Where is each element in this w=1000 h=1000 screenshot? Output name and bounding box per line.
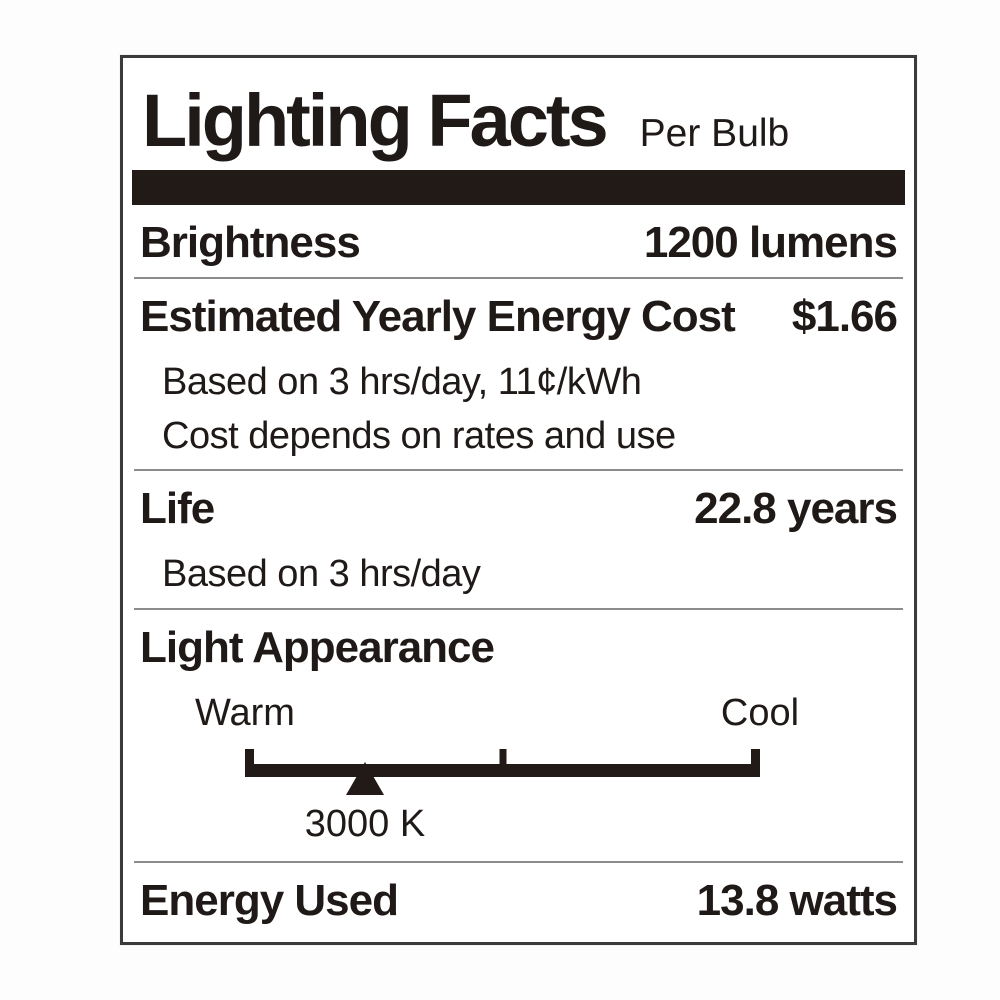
scale-right-cap	[751, 748, 760, 777]
scale-bar: 3000 K	[245, 748, 760, 845]
title-divider-bar	[132, 169, 905, 205]
color-temperature-scale: Warm Cool 3000 K	[195, 691, 799, 851]
section-divider	[134, 469, 903, 472]
scale-center-tick	[499, 748, 506, 767]
scale-marker-triangle-icon	[345, 761, 384, 795]
scale-marker-value: 3000 K	[304, 802, 426, 845]
brightness-value: 1200 lumens	[643, 217, 898, 267]
section-divider	[134, 607, 903, 610]
energy-used-label: Energy Used	[140, 875, 399, 925]
energy-cost-note-rates: Cost depends on rates and use	[162, 414, 676, 457]
label-header: Lighting Facts Per Bulb	[142, 82, 897, 160]
life-label: Life	[140, 484, 215, 534]
section-divider	[134, 277, 903, 280]
energy-cost-row: Estimated Yearly Energy Cost $1.66	[140, 279, 898, 352]
scale-end-labels: Warm Cool	[195, 691, 799, 737]
life-note-basis: Based on 3 hrs/day	[162, 553, 481, 596]
life-row: Life 22.8 years	[140, 471, 898, 544]
life-section: Life 22.8 years Based on 3 hrs/day	[140, 471, 898, 607]
brightness-row: Brightness 1200 lumens	[140, 205, 898, 278]
cool-label: Cool	[720, 691, 800, 734]
section-divider	[134, 860, 903, 863]
brightness-label: Brightness	[140, 217, 361, 267]
warm-label: Warm	[195, 691, 295, 734]
label-title: Lighting Facts	[142, 79, 609, 162]
energy-cost-section: Estimated Yearly Energy Cost $1.66 Based…	[140, 279, 898, 469]
life-value: 22.8 years	[694, 484, 898, 534]
energy-used-row: Energy Used 13.8 watts	[140, 863, 898, 936]
light-appearance-label: Light Appearance	[140, 622, 495, 672]
per-bulb-text: Per Bulb	[639, 112, 790, 155]
energy-cost-note-basis: Based on 3 hrs/day, 11¢/kWh	[162, 361, 642, 404]
lighting-facts-label: Lighting Facts Per Bulb Brightness 1200 …	[120, 55, 917, 945]
light-appearance-row: Light Appearance	[140, 610, 897, 683]
energy-cost-label: Estimated Yearly Energy Cost	[140, 292, 736, 342]
energy-cost-value: $1.66	[791, 292, 898, 342]
light-appearance-section: Light Appearance Warm Cool 3000 K	[140, 610, 897, 861]
energy-used-value: 13.8 watts	[696, 875, 898, 925]
scale-left-cap	[245, 748, 254, 777]
